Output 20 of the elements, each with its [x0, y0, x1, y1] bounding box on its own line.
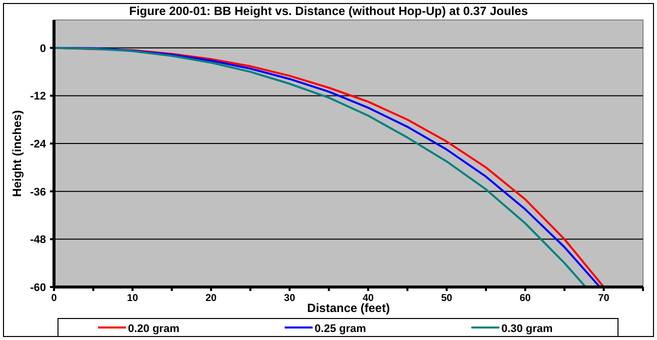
x-tick-label: 10 — [126, 293, 139, 304]
chart-title: Figure 200-01: BB Height vs. Distance (without Hop-Up) at 0.37 Joules — [129, 4, 528, 18]
x-axis-title: Distance (feet) — [307, 301, 390, 315]
legend-label: 0.20 gram — [128, 323, 180, 335]
x-tick-label: 20 — [206, 293, 218, 304]
x-tick-label: 0 — [51, 293, 58, 304]
x-tick-label: 30 — [284, 293, 296, 304]
y-tick-label: -60 — [30, 282, 46, 294]
x-tick-label: 40 — [362, 293, 374, 304]
y-tick-label: -12 — [30, 90, 46, 103]
legend-label: 0.30 gram — [501, 323, 553, 335]
legend-label: 0.25 gram — [314, 323, 366, 335]
y-tick-label: -48 — [30, 234, 46, 246]
y-tick-label: -24 — [30, 138, 47, 151]
x-tick-label: 70 — [598, 293, 610, 304]
y-axis-title: Height (inches) — [10, 110, 24, 197]
x-tick-label: 60 — [520, 293, 532, 304]
x-tick-label: 50 — [441, 293, 453, 304]
y-tick-label: -36 — [30, 186, 46, 198]
y-tick-label: 0 — [40, 42, 46, 55]
